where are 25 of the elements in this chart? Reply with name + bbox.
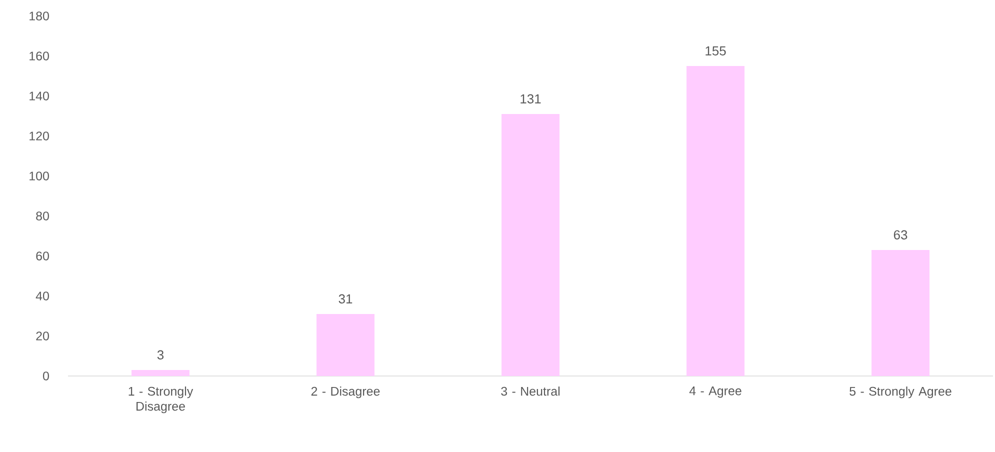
bar <box>502 114 560 376</box>
bar <box>132 370 190 376</box>
y-tick-label: 20 <box>36 332 49 340</box>
x-tick-label: 2 - Disagree <box>311 386 380 398</box>
y-tick-label: 100 <box>30 172 49 180</box>
x-tick-label: 1 - Strongly Disagree <box>128 386 194 414</box>
x-tick-label: 5 - Strongly Agree <box>850 386 952 398</box>
y-tick-label: 80 <box>36 212 49 220</box>
bar <box>316 314 375 376</box>
x-tick-label: 3 - Neutral <box>501 386 560 396</box>
x-tick-label: 4 - Agree <box>689 386 742 398</box>
data-label: 31 <box>338 294 352 304</box>
y-tick-label: 140 <box>30 92 49 100</box>
bar <box>872 250 930 376</box>
y-tick-label: 120 <box>30 132 49 140</box>
data-label: 131 <box>520 94 541 104</box>
data-label: 155 <box>706 46 726 56</box>
y-tick-label: 180 <box>30 12 49 20</box>
y-tick-label: 0 <box>43 372 49 380</box>
y-tick-label: 40 <box>36 292 49 300</box>
y-tick-label: 60 <box>36 252 49 260</box>
data-label: 3 <box>157 350 164 360</box>
y-tick-label: 160 <box>30 52 49 60</box>
bar <box>686 66 745 376</box>
data-label: 63 <box>894 230 908 240</box>
